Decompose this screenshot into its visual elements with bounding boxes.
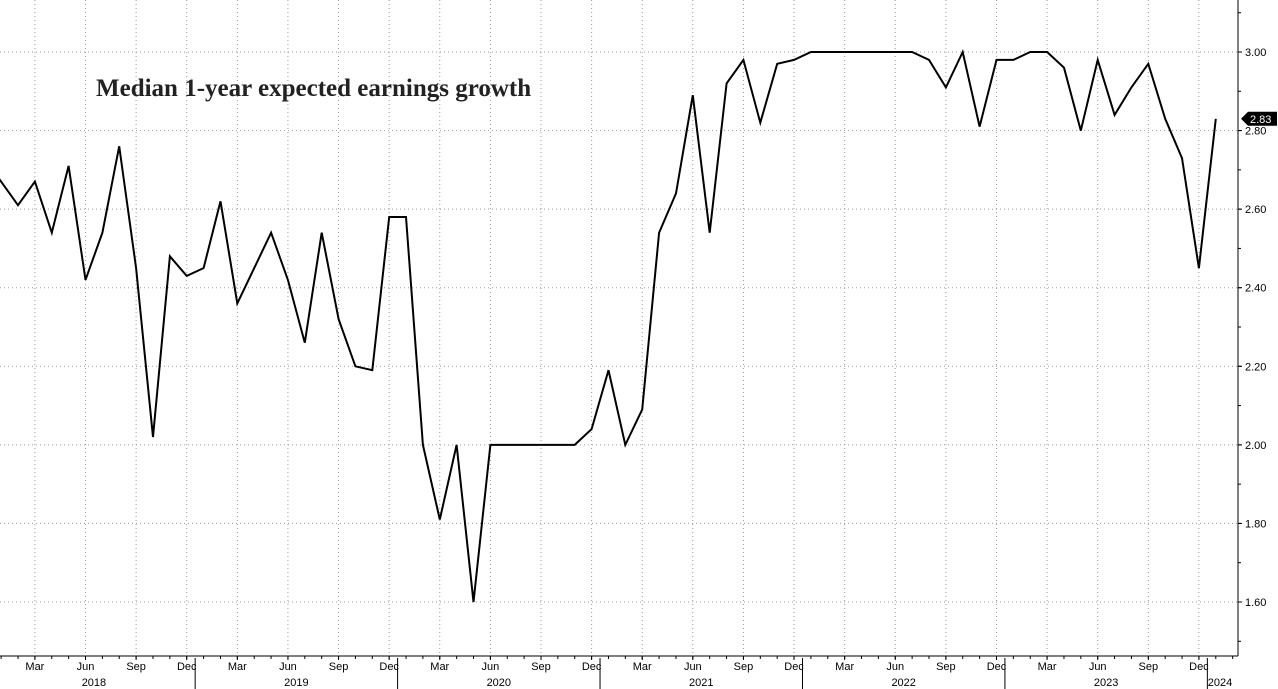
x-year-label: 2023 xyxy=(1094,677,1118,689)
x-month-label: Dec xyxy=(379,661,399,673)
last-value-label: 2.83 xyxy=(1250,114,1271,126)
x-month-label: Mar xyxy=(835,661,854,673)
x-month-label: Jun xyxy=(886,661,904,673)
x-month-label: Mar xyxy=(25,661,44,673)
x-year-label: 2021 xyxy=(689,677,713,689)
axis-frame xyxy=(0,0,1239,657)
x-year-label: 2024 xyxy=(1208,677,1232,689)
x-year-label: 2022 xyxy=(891,677,915,689)
x-month-label: Sep xyxy=(126,661,146,673)
x-month-label: Sep xyxy=(734,661,754,673)
x-month-label: Jun xyxy=(77,661,95,673)
x-month-label: Dec xyxy=(177,661,197,673)
y-tick-label: 2.00 xyxy=(1245,440,1266,452)
x-month-label: Sep xyxy=(1139,661,1159,673)
x-month-label: Mar xyxy=(1038,661,1057,673)
x-month-label: Dec xyxy=(1189,661,1209,673)
series-layer xyxy=(0,48,1217,603)
x-month-label: Dec xyxy=(987,661,1007,673)
x-axis: Mar Jun Sep Dec Mar Jun Sep Dec Mar Jun Sep Dec Mar J… xyxy=(0,656,1234,689)
y-tick-label: 1.80 xyxy=(1245,518,1266,530)
series-line xyxy=(0,48,1217,603)
x-year-label: 2018 xyxy=(82,677,106,689)
x-month-label: Jun xyxy=(1089,661,1107,673)
y-tick-label: 2.60 xyxy=(1245,204,1266,216)
y-tick-label: 1.60 xyxy=(1245,597,1266,609)
x-month-label: Dec xyxy=(582,661,602,673)
y-tick-label: 2.20 xyxy=(1245,361,1266,373)
x-month-label: Mar xyxy=(430,661,449,673)
x-year-label: 2019 xyxy=(284,677,308,689)
y-tick-label: 2.80 xyxy=(1245,126,1266,138)
x-month-label: Dec xyxy=(784,661,804,673)
x-month-label: Sep xyxy=(936,661,956,673)
last-value-badge: 2.83 xyxy=(1241,111,1277,126)
x-year-label: 2020 xyxy=(487,677,511,689)
y-tick-label: 2.40 xyxy=(1245,283,1266,295)
x-month-label: Mar xyxy=(633,661,652,673)
y-axis: 1.60 1.80 2.00 2.20 2.40 2.60 2.80 3.00 xyxy=(1238,12,1266,642)
last-value-badge-shape xyxy=(1241,111,1277,126)
y-tick-label: 3.00 xyxy=(1245,47,1266,59)
chart-title: Median 1-year expected earnings growth xyxy=(96,75,531,102)
x-month-label: Jun xyxy=(684,661,702,673)
x-month-label: Sep xyxy=(531,661,551,673)
x-month-label: Jun xyxy=(279,661,297,673)
x-month-label: Mar xyxy=(228,661,247,673)
x-month-label: Sep xyxy=(329,661,349,673)
gridlines xyxy=(0,0,1238,656)
x-month-label: Jun xyxy=(482,661,500,673)
